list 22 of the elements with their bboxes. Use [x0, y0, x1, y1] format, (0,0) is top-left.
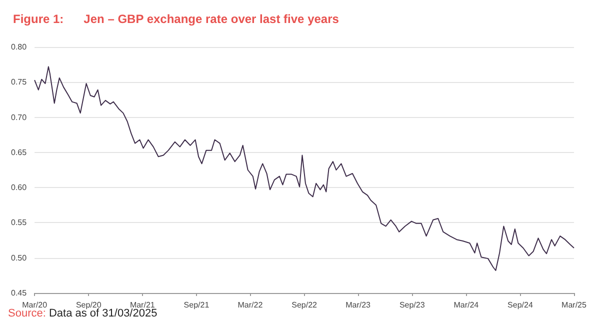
x-tick-label: Mar/23: [346, 300, 372, 310]
x-tick-label: Sep/24: [508, 300, 534, 310]
x-tick-label: Sep/20: [76, 300, 102, 310]
y-tick-label: 0.50: [10, 253, 28, 262]
chart-title: Figure 1: Jen – GBP exchange rate over last five years: [13, 12, 340, 26]
x-tick-label: Mar/24: [454, 300, 480, 310]
x-tick-label: Sep/22: [292, 300, 318, 310]
x-tick-label: Mar/20: [22, 300, 48, 310]
y-tick-label: 0.70: [10, 112, 28, 122]
x-tick-label: Sep/21: [184, 300, 210, 310]
line-series: [34, 66, 574, 272]
x-tick-label: Mar/22: [238, 300, 264, 310]
y-tick-label: 0.65: [10, 148, 28, 157]
x-tick-label: Mar/25: [562, 300, 587, 310]
y-tick-label: 0.55: [10, 218, 28, 228]
x-tick-label: Sep/23: [399, 300, 426, 310]
y-tick-label: 0.75: [10, 78, 28, 87]
y-tick-label: 0.80: [10, 42, 28, 52]
y-tick-label: 0.60: [10, 183, 28, 192]
source-note: Source: Data as of 31/03/2025: [8, 308, 158, 320]
x-tick-label: Mar/21: [130, 300, 156, 310]
y-tick-label: 0.45: [10, 288, 28, 298]
